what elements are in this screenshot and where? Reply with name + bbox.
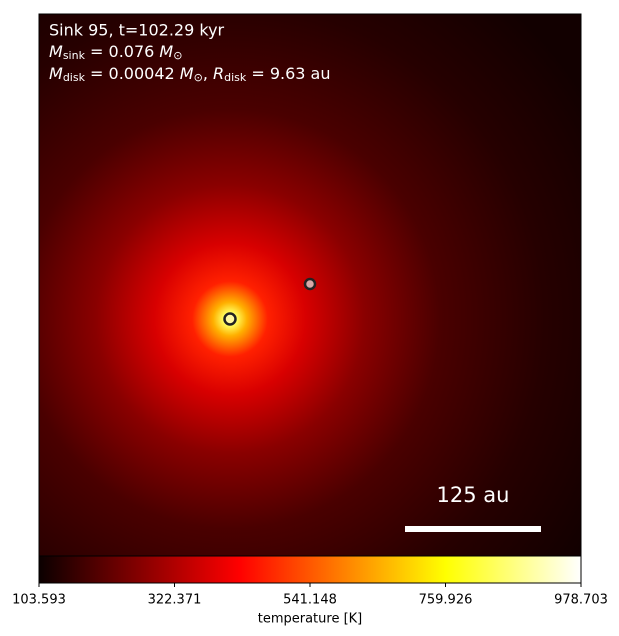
tick-label: 759.926 (419, 593, 473, 608)
tick-label: 541.148 (283, 593, 337, 608)
annotation: Mdisk = 0.00042 M⊙, Rdisk = 9.63 au (49, 64, 330, 85)
scale-bar (405, 526, 541, 532)
annotation: Sink 95, t=102.29 kyr (49, 21, 225, 40)
sink-marker (303, 277, 317, 291)
colorbar (38, 555, 582, 584)
tick-label: 322.371 (148, 593, 202, 608)
sink-marker (223, 312, 237, 326)
annotation: Msink = 0.076 M⊙ (49, 42, 182, 63)
scale-bar-label: 125 au (437, 483, 510, 507)
tick-label: 103.593 (12, 593, 66, 608)
tick-label: 978.703 (554, 593, 608, 608)
colorbar-label: temperature [K] (258, 612, 363, 627)
